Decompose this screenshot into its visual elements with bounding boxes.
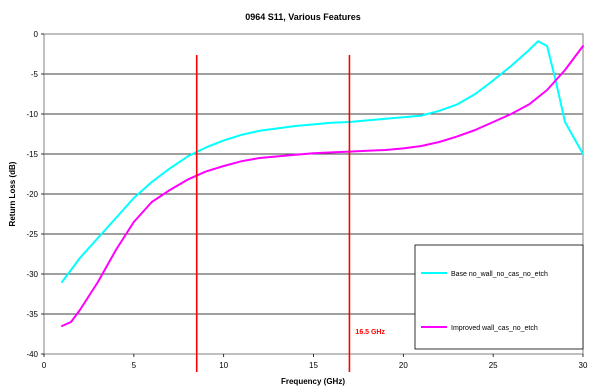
y-tick-label: -25 [26,230,38,239]
x-axis-label: Frequency (GHz) [281,377,345,386]
x-tick-label: 0 [42,361,47,370]
x-tick-label: 10 [219,361,228,370]
y-tick-label: -10 [26,110,38,119]
x-axis-ticks: 0 5 10 15 20 25 30 [42,354,588,370]
y-tick-label: -35 [26,310,38,319]
chart-title: 0964 S11, Various Features [245,12,361,22]
x-tick-label: 15 [309,361,318,370]
series-line-base [61,40,584,283]
y-tick-label: 0 [34,30,39,39]
x-tick-label: 20 [399,361,408,370]
x-tick-label: 5 [132,361,137,370]
marker-lines: 16.5 GHz [195,55,386,372]
y-axis-label: Return Loss (dB) [8,161,17,226]
y-tick-label: -15 [26,150,38,159]
y-tick-label: -5 [31,70,39,79]
y-axis-ticks: 0 -5 -10 -15 -20 -25 -30 -35 -40 [26,30,44,359]
legend-box [414,244,584,350]
legend-label-base: Base no_wall_no_cas_no_etch [451,271,548,278]
legend-label-improved: Improved wall_cas_no_etch [451,325,538,332]
y-tick-label: -20 [26,190,38,199]
x-tick-label: 30 [579,361,588,370]
y-tick-label: -40 [26,350,38,359]
legend: Base no_wall_no_cas_no_etch Improved wal… [414,244,584,350]
y-tick-label: -30 [26,270,38,279]
x-tick-label: 25 [489,361,498,370]
series-line-improved [61,45,584,327]
series-group [61,40,584,327]
marker-label: 16.5 GHz [355,329,385,336]
